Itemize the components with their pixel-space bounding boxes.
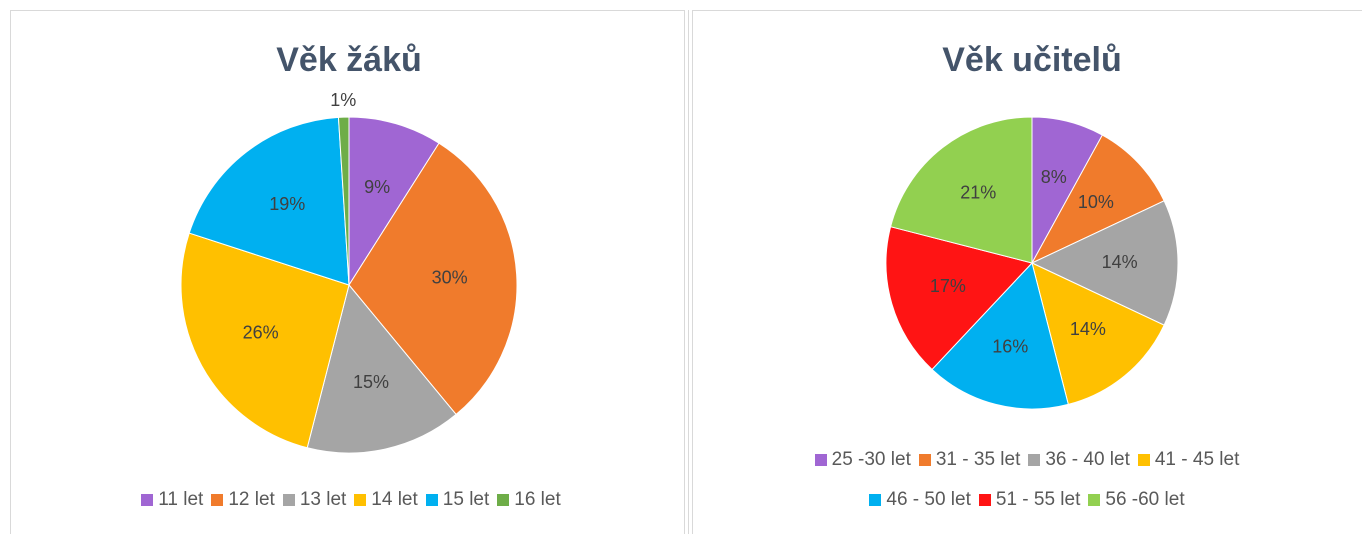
pie-slice [180,232,350,449]
pie-slice [885,226,1033,371]
pie-chart: Věk žáků 9% 30% 15% 26% 19% 1% [180,41,518,454]
legend-swatch [814,454,827,466]
chart-panel: Věk žáků 9% 30% 15% 26% 19% 1% 11 let 12 let 13 l… [10,10,685,534]
legend-label: 12 let [228,489,275,510]
legend-item: 31 - 35 let [918,449,1021,471]
legend-item: 11 let [141,489,203,511]
legend-swatch [141,494,154,506]
legend-label: 31 - 35 let [935,449,1021,470]
data-label: 19% [269,194,305,214]
legend-item: 25 -30 let [814,449,911,471]
legend-label: 13 let [299,489,347,510]
legend-label: 36 - 40 let [1045,449,1130,470]
legend-item: 41 - 45 let [1137,449,1240,471]
legend-label: 15 let [442,489,490,510]
chart-title: Věk učitelů [942,41,1122,79]
pie-slice [931,261,1069,410]
data-label: 14% [1070,319,1106,339]
legend-item: 16 let [497,489,561,511]
legend-swatch [869,494,882,506]
legend-swatch [354,494,367,506]
legend-swatch [497,494,510,506]
legend-label: 14 let [371,489,418,510]
legend-swatch [425,494,438,506]
legend-label: 46 - 50 let [886,489,971,510]
data-label: 8% [1041,167,1067,187]
data-label: 17% [930,276,966,296]
data-label: 21% [960,183,996,203]
legend-label: 41 - 45 let [1154,449,1240,470]
data-label: 15% [353,372,389,392]
legend-item: 15 let [425,489,490,511]
data-label: 14% [1102,252,1138,272]
legend: 25 -30 let 31 - 35 let 36 - 40 let 41 - 45 … [762,449,1292,511]
legend-item: 56 -60 let [1088,489,1185,511]
data-label: 9% [364,177,390,197]
legend-swatch [1137,454,1150,466]
data-label: 30% [432,267,468,287]
legend-item: 13 let [282,489,347,511]
legend: 11 let 12 let 13 let 14 let 15 let 16 let [51,489,651,511]
legend-label: 16 let [514,489,561,510]
chart-title: Věk žáků [276,41,422,79]
legend-swatch [1088,494,1101,506]
pie-slice [348,116,440,287]
legend-swatch [978,494,991,506]
pie-slice [1030,134,1165,265]
data-label: 26% [243,322,279,342]
legend-item: 46 - 50 let [869,489,971,511]
data-label: 1% [330,90,356,110]
legend-swatch [1028,454,1041,466]
legend-swatch [918,454,931,466]
legend-swatch [282,494,295,506]
pie-slice [337,116,350,286]
pie-slice [1031,262,1165,406]
pie-slice [889,116,1033,264]
legend-item: 51 - 55 let [978,489,1081,511]
legend-swatch [211,494,224,506]
chart-panel: Věk učitelů 8% 10% 14% 14% 16% 17% 21% 25 -30 le… [692,10,1362,534]
data-label: 10% [1078,192,1114,212]
legend-item: 36 - 40 let [1028,449,1130,471]
pie-slice [306,283,457,454]
pie-chart: Věk učitelů 8% 10% 14% 14% 16% 17% 21% [885,41,1179,410]
legend-label: 11 let [158,489,204,510]
divider [688,10,693,534]
legend-item: 12 let [211,489,275,511]
legend-label: 25 -30 let [831,449,911,470]
legend-label: 56 -60 let [1105,489,1185,510]
legend-item: 14 let [354,489,418,511]
legend-label: 51 - 55 let [995,489,1081,510]
pie-slice [188,116,350,286]
pie-slice [1030,200,1179,326]
data-label: 16% [992,337,1028,357]
pie-slice [348,142,518,416]
